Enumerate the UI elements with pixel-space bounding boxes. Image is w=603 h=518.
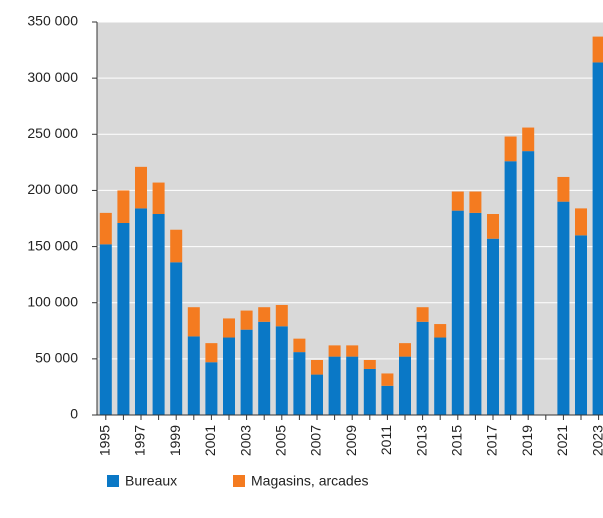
x-tick-label: 2013 [413,425,429,456]
x-tick-label: 2015 [449,425,465,456]
bar-segment [223,337,235,415]
y-tick-label: 300 000 [27,69,78,85]
y-tick-label: 100 000 [27,293,78,309]
bar-segment [240,329,253,415]
bar-segment [434,337,447,415]
x-tick-label: 2005 [273,425,289,456]
legend-swatch [233,475,245,487]
bar-segment [346,356,359,415]
bar-segment [592,36,603,63]
bar-segment [170,262,183,415]
bar-segment [504,136,517,162]
bar-segment [135,166,147,209]
legend-swatch [107,475,119,487]
x-tick-label: 1995 [97,425,113,456]
bar-segment [451,191,464,211]
bar-segment [399,356,411,415]
bar-segment [311,359,323,375]
bar-segment [487,214,499,239]
bar-segment [469,212,482,415]
bar-segment [557,201,570,415]
bar-segment [575,235,587,415]
x-tick-label: 2011 [378,425,394,455]
bar-segment [451,210,464,415]
bar-segment [170,229,183,263]
bar-segment [328,345,341,357]
bar-segment [469,191,482,213]
bar-segment [205,343,218,363]
bar-segment [223,318,235,338]
bar-segment [381,385,394,415]
bar-segment [504,161,517,415]
bar-segment [99,212,112,245]
bar-segment [592,62,603,416]
bar-segment [258,307,271,322]
x-tick-label: 2023 [589,425,603,456]
x-tick-label: 2007 [308,425,324,456]
y-tick-label: 350 000 [27,13,78,29]
bar-segment [117,190,130,223]
bar-segment [416,307,429,322]
bar-segment [187,336,200,415]
x-tick-label: 2017 [484,425,500,456]
bar-segment [275,304,288,327]
y-tick-label: 250 000 [27,125,78,141]
bar-segment [152,182,165,215]
x-tick-label: 2003 [237,425,253,456]
bar-segment [152,214,165,415]
bar-segment [258,321,271,415]
bar-segment [117,222,130,415]
bar-segment [363,368,376,415]
x-tick-label: 2021 [554,425,570,456]
bar-segment [575,208,587,236]
bar-segment [275,326,288,415]
bar-segment [416,321,429,415]
bar-segment [99,244,112,415]
bar-segment [187,307,200,337]
y-tick-label: 50 000 [35,350,78,366]
legend-label: Bureaux [125,473,177,489]
legend-label: Magasins, arcades [251,473,369,489]
y-tick-label: 150 000 [27,237,78,253]
bar-segment [381,373,394,386]
x-tick-label: 2009 [343,425,359,456]
x-tick-label: 1997 [132,425,148,456]
bar-segment [557,176,570,202]
bar-segment [293,352,306,415]
bar-segment [293,338,306,353]
bar-segment [487,238,499,415]
bar-segment [328,356,341,415]
x-tick-label: 2019 [519,425,535,456]
bar-segment [205,362,218,415]
bar-segment [522,151,535,415]
bar-segment [135,208,147,415]
bar-segment [434,324,447,338]
x-tick-label: 1999 [167,425,183,456]
bar-segment [346,345,359,357]
x-tick-label: 2001 [202,425,218,456]
y-tick-label: 0 [70,406,78,422]
bar-segment [399,343,411,357]
bar-segment [311,374,323,415]
y-tick-label: 200 000 [27,181,78,197]
bar-segment [363,359,376,369]
bar-segment [522,127,535,152]
bar-segment [240,310,253,330]
